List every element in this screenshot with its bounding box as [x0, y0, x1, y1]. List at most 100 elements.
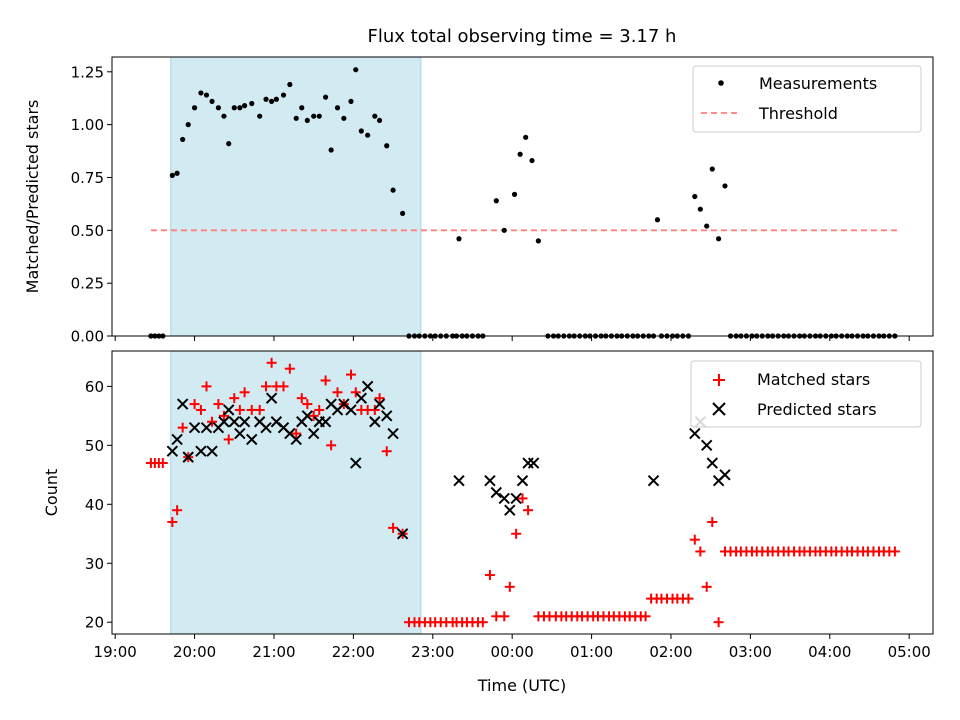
predicted-star-point — [350, 457, 362, 469]
measurement-point — [268, 98, 275, 104]
matched-star-point — [261, 381, 272, 392]
legend-label-predicted: Predicted stars — [757, 400, 877, 419]
x-tick-label: 19:00 — [94, 643, 137, 661]
measurement-point — [191, 105, 198, 111]
measurement-point — [493, 198, 499, 204]
y-tick-label: 60 — [85, 378, 104, 396]
measurement-point — [249, 100, 255, 107]
measurement-point — [257, 113, 263, 119]
matched-star-point — [326, 440, 337, 451]
matched-star-point — [266, 357, 277, 368]
predicted-star-point — [647, 475, 660, 487]
top-y-axis: 0.00 0.25 0.50 0.75 1.00 1.25 — [71, 63, 112, 346]
x-tick-label: 01:00 — [570, 643, 613, 661]
measurement-point — [376, 117, 383, 124]
measurement-point — [697, 206, 703, 212]
bottom-plot-frame — [111, 350, 934, 635]
measurement-point — [203, 92, 210, 98]
matched-star-point — [223, 434, 234, 445]
legend-box — [692, 65, 922, 133]
measurement-point — [358, 128, 364, 134]
top-panel-ratio: 0.00 0.25 0.50 0.75 1.00 1.25 Matched/Predict… — [23, 56, 934, 346]
predicted-star-point — [504, 504, 516, 516]
measurement-point — [709, 166, 715, 172]
matched-star-point — [278, 381, 289, 392]
predicted-star-point — [234, 427, 246, 440]
matched-star-point — [713, 617, 724, 628]
measurement-point — [517, 151, 523, 157]
measurement-point — [293, 115, 299, 121]
measurement-point — [372, 113, 378, 119]
measurement-point — [529, 157, 535, 164]
matched-star-point — [345, 369, 356, 380]
counts-series — [145, 357, 900, 628]
predicted-star-point — [260, 421, 272, 434]
predicted-star-point — [171, 433, 183, 446]
top-plot-frame — [111, 56, 934, 337]
x-tick-label: 04:00 — [808, 643, 851, 661]
matched-star-point — [213, 399, 224, 410]
matched-star-point — [477, 617, 488, 628]
predicted-star-point — [453, 475, 465, 487]
matched-star-point — [201, 381, 212, 392]
predicted-star-point — [301, 410, 314, 422]
top-y-label: Matched/Predicted stars — [23, 100, 42, 294]
bottom-y-axis: 20 30 40 50 60 — [85, 378, 112, 632]
measurement-point — [654, 217, 661, 223]
predicted-star-point — [166, 445, 179, 457]
measurement-point — [215, 105, 221, 111]
measurement-point — [704, 223, 710, 229]
measurement-point — [299, 105, 305, 111]
y-tick-label: 1.00 — [71, 116, 104, 134]
predicted-star-point — [484, 475, 496, 487]
matched-star-point — [511, 528, 522, 539]
bottom-panel-counts: 20 30 40 50 60 19:00 20:00 21:00 22:00 23:00 00:0… — [42, 350, 934, 661]
measurement-point — [722, 183, 728, 189]
x-tick-label: 20:00 — [173, 643, 216, 661]
y-tick-label: 40 — [85, 496, 104, 514]
predicted-star-point — [361, 380, 374, 393]
measurement-point — [341, 115, 347, 121]
predicted-star-point — [206, 445, 218, 457]
matched-star-point — [172, 505, 183, 516]
matched-star-point — [517, 493, 528, 504]
y-tick-label: 0.75 — [71, 169, 104, 187]
predicted-star-point — [223, 404, 235, 416]
x-tick-label: 00:00 — [491, 643, 534, 661]
measurement-point — [263, 96, 269, 102]
legend-marker-measurements — [718, 80, 724, 86]
matched-star-point — [195, 404, 206, 415]
matched-star-point — [504, 581, 515, 592]
measurement-point — [692, 193, 698, 200]
matched-star-point — [314, 404, 325, 415]
y-tick-label: 20 — [85, 614, 104, 632]
predicted-star-point — [238, 416, 251, 428]
matched-star-point — [683, 593, 694, 604]
legend-box — [690, 360, 922, 428]
predicted-star-point — [345, 404, 357, 416]
top-legend: Measurements Threshold — [692, 65, 922, 133]
x-tick-label: 02:00 — [649, 643, 692, 661]
measurement-point — [221, 113, 227, 119]
measurement-point — [174, 170, 180, 176]
predicted-star-point — [200, 421, 213, 434]
x-tick-label: 03:00 — [729, 643, 772, 661]
predicted-star-point — [396, 528, 409, 540]
matched-star-point — [499, 611, 510, 622]
matched-star-point — [302, 399, 313, 410]
predicted-star-point — [290, 433, 302, 446]
legend-label-measurements: Measurements — [759, 74, 877, 93]
measurement-point — [316, 113, 322, 119]
y-tick-label: 0.00 — [71, 328, 104, 346]
x-tick-label: 23:00 — [411, 643, 454, 661]
bottom-legend: Matched stars Predicted stars — [690, 360, 922, 428]
matched-star-point — [320, 375, 331, 386]
matched-star-point — [284, 363, 295, 374]
matched-star-point — [369, 404, 380, 415]
measurement-point — [237, 105, 243, 111]
measurement-point — [511, 191, 518, 197]
measurement-point — [241, 103, 248, 109]
measurement-point — [231, 105, 237, 111]
matched-star-point — [291, 428, 302, 439]
